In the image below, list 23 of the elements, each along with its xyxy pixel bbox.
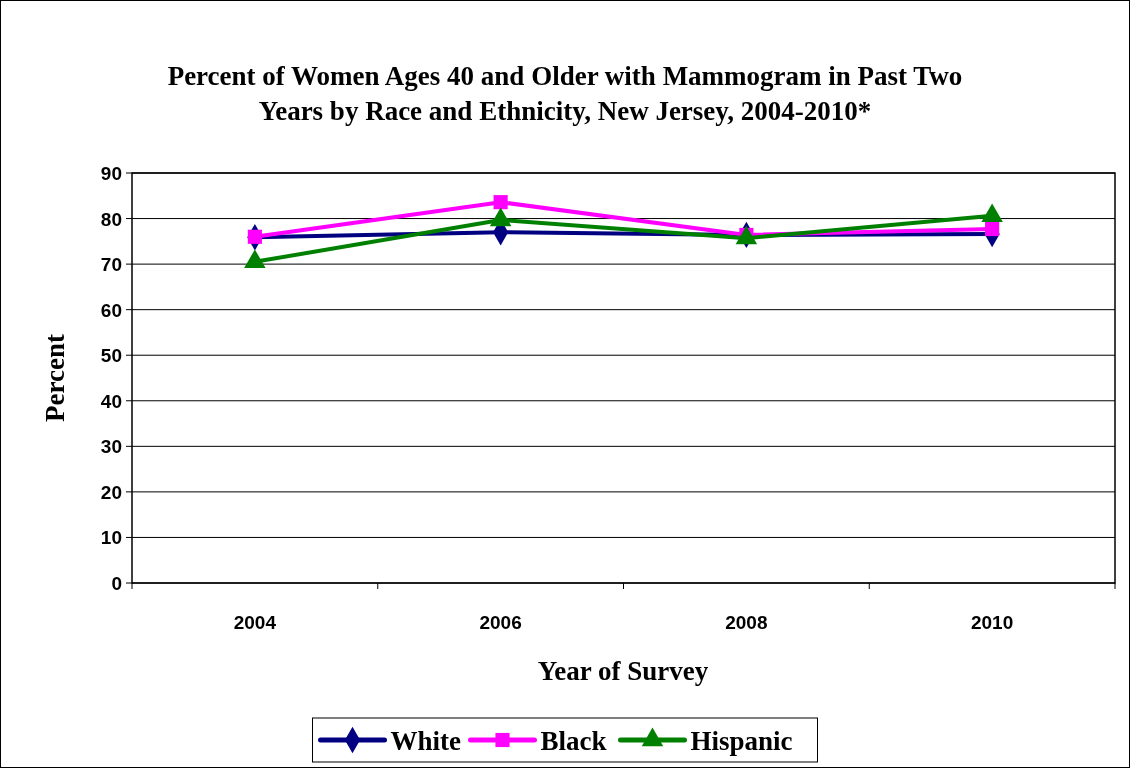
y-tick-label: 80	[100, 208, 122, 230]
y-tick-label: 40	[100, 390, 122, 412]
point	[493, 195, 508, 210]
y-tick-label: 60	[100, 299, 122, 321]
y-tick-label: 30	[100, 436, 122, 458]
chart-title: Percent of Women Ages 40 and Older with Mammogram in Past Two Years by Race and Ethnicity, New Jersey, 2004-2010*	[167, 61, 963, 126]
legend-label: White	[390, 726, 462, 756]
x-tick-label: 2006	[479, 612, 522, 633]
x-tick-label: 2008	[725, 612, 768, 633]
y-tick-label: 10	[100, 527, 122, 549]
y-tick-label: 0	[111, 573, 122, 594]
y-tick-label: 50	[100, 345, 122, 367]
x-axis-title: Year of Survey	[537, 656, 709, 686]
point	[985, 221, 1000, 237]
legend-label: Hispanic	[690, 726, 793, 756]
y-tick-label: 90	[100, 163, 122, 184]
y-axis-title: Percent	[40, 334, 70, 422]
point	[247, 229, 262, 244]
y-tick-label: 70	[100, 254, 122, 276]
legend-label: Black	[540, 726, 607, 756]
x-tick-label: 2010	[970, 612, 1014, 633]
x-tick-label: 2004	[233, 612, 277, 633]
y-tick-label: 20	[100, 481, 122, 503]
